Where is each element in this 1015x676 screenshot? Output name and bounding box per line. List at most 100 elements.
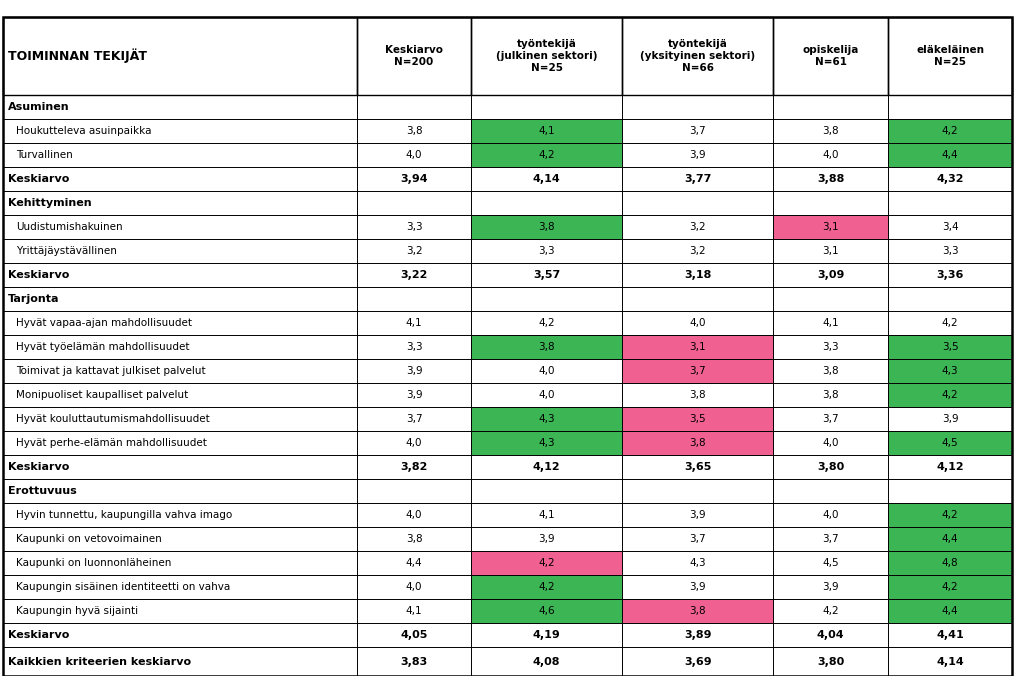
- Bar: [471, 143, 622, 167]
- Bar: [773, 599, 888, 623]
- Bar: [357, 479, 471, 503]
- Text: 3,7: 3,7: [689, 534, 706, 544]
- Bar: [357, 503, 471, 527]
- Bar: [471, 599, 622, 623]
- Bar: [3, 359, 357, 383]
- Bar: [622, 287, 773, 311]
- Bar: [357, 431, 471, 455]
- Bar: [773, 191, 888, 215]
- Text: 4,8: 4,8: [942, 558, 958, 568]
- Bar: [888, 119, 1012, 143]
- Bar: [3, 167, 357, 191]
- Text: Yrittäjäystävällinen: Yrittäjäystävällinen: [16, 246, 117, 256]
- Bar: [888, 527, 1012, 551]
- Bar: [888, 647, 1012, 676]
- Text: 4,14: 4,14: [936, 656, 964, 667]
- Text: Keskiarvo: Keskiarvo: [8, 462, 70, 472]
- Text: TOIMINNAN TEKIJÄT: TOIMINNAN TEKIJÄT: [8, 49, 147, 63]
- Text: 4,1: 4,1: [406, 318, 422, 328]
- Bar: [357, 191, 471, 215]
- Text: 4,6: 4,6: [538, 606, 555, 616]
- Bar: [773, 95, 888, 119]
- Text: 4,4: 4,4: [942, 150, 958, 160]
- Bar: [622, 431, 773, 455]
- Text: Hyvät kouluttautumismahdollisuudet: Hyvät kouluttautumismahdollisuudet: [16, 414, 210, 424]
- Bar: [3, 575, 357, 599]
- Bar: [773, 407, 888, 431]
- Text: 4,0: 4,0: [822, 150, 839, 160]
- Text: 4,0: 4,0: [538, 366, 555, 376]
- Bar: [888, 575, 1012, 599]
- Bar: [357, 287, 471, 311]
- Text: Kaikkien kriteerien keskiarvo: Kaikkien kriteerien keskiarvo: [8, 656, 192, 667]
- Text: 4,0: 4,0: [406, 150, 422, 160]
- Text: Asuminen: Asuminen: [8, 102, 70, 112]
- Text: 4,2: 4,2: [538, 558, 555, 568]
- Bar: [888, 455, 1012, 479]
- Bar: [3, 527, 357, 551]
- Bar: [3, 479, 357, 503]
- Text: Erottuvuus: Erottuvuus: [8, 486, 77, 496]
- Bar: [773, 647, 888, 676]
- Text: 4,4: 4,4: [942, 606, 958, 616]
- Text: Uudistumishakuinen: Uudistumishakuinen: [16, 222, 123, 232]
- Bar: [3, 191, 357, 215]
- Text: Keskiarvo: Keskiarvo: [8, 630, 70, 640]
- Bar: [3, 287, 357, 311]
- Text: 3,9: 3,9: [406, 366, 422, 376]
- Bar: [622, 527, 773, 551]
- Bar: [3, 503, 357, 527]
- Text: Kaupungin sisäinen identiteetti on vahva: Kaupungin sisäinen identiteetti on vahva: [16, 582, 230, 592]
- Text: 3,2: 3,2: [689, 222, 706, 232]
- Bar: [888, 17, 1012, 95]
- Bar: [357, 623, 471, 647]
- Bar: [773, 17, 888, 95]
- Text: 4,12: 4,12: [533, 462, 560, 472]
- Bar: [622, 167, 773, 191]
- Bar: [888, 311, 1012, 335]
- Bar: [888, 335, 1012, 359]
- Text: 3,3: 3,3: [406, 342, 422, 352]
- Bar: [773, 263, 888, 287]
- Text: 4,0: 4,0: [406, 582, 422, 592]
- Text: 3,8: 3,8: [689, 438, 706, 448]
- Text: 4,2: 4,2: [822, 606, 839, 616]
- Text: 3,3: 3,3: [822, 342, 839, 352]
- Bar: [622, 647, 773, 676]
- Bar: [3, 599, 357, 623]
- Bar: [888, 383, 1012, 407]
- Bar: [622, 119, 773, 143]
- Text: 3,18: 3,18: [684, 270, 712, 280]
- Text: 3,8: 3,8: [538, 342, 555, 352]
- Bar: [3, 431, 357, 455]
- Bar: [888, 551, 1012, 575]
- Bar: [622, 383, 773, 407]
- Bar: [622, 455, 773, 479]
- Bar: [888, 503, 1012, 527]
- Bar: [773, 311, 888, 335]
- Bar: [357, 359, 471, 383]
- Text: eläkeläinen
N=25: eläkeläinen N=25: [917, 45, 984, 67]
- Text: 4,2: 4,2: [942, 390, 958, 400]
- Text: 4,3: 4,3: [689, 558, 706, 568]
- Bar: [3, 551, 357, 575]
- Bar: [773, 143, 888, 167]
- Bar: [471, 119, 622, 143]
- Text: 4,1: 4,1: [538, 126, 555, 136]
- Bar: [888, 599, 1012, 623]
- Text: 4,0: 4,0: [822, 510, 839, 520]
- Text: Houkutteleva asuinpaikka: Houkutteleva asuinpaikka: [16, 126, 152, 136]
- Bar: [888, 143, 1012, 167]
- Bar: [3, 95, 357, 119]
- Text: 3,5: 3,5: [942, 342, 958, 352]
- Text: 3,8: 3,8: [538, 222, 555, 232]
- Text: 3,5: 3,5: [689, 414, 706, 424]
- Bar: [471, 143, 622, 167]
- Bar: [622, 359, 773, 383]
- Bar: [3, 311, 357, 335]
- Text: 3,8: 3,8: [822, 366, 839, 376]
- Bar: [622, 407, 773, 431]
- Bar: [471, 359, 622, 383]
- Bar: [3, 215, 357, 239]
- Text: 4,0: 4,0: [689, 318, 706, 328]
